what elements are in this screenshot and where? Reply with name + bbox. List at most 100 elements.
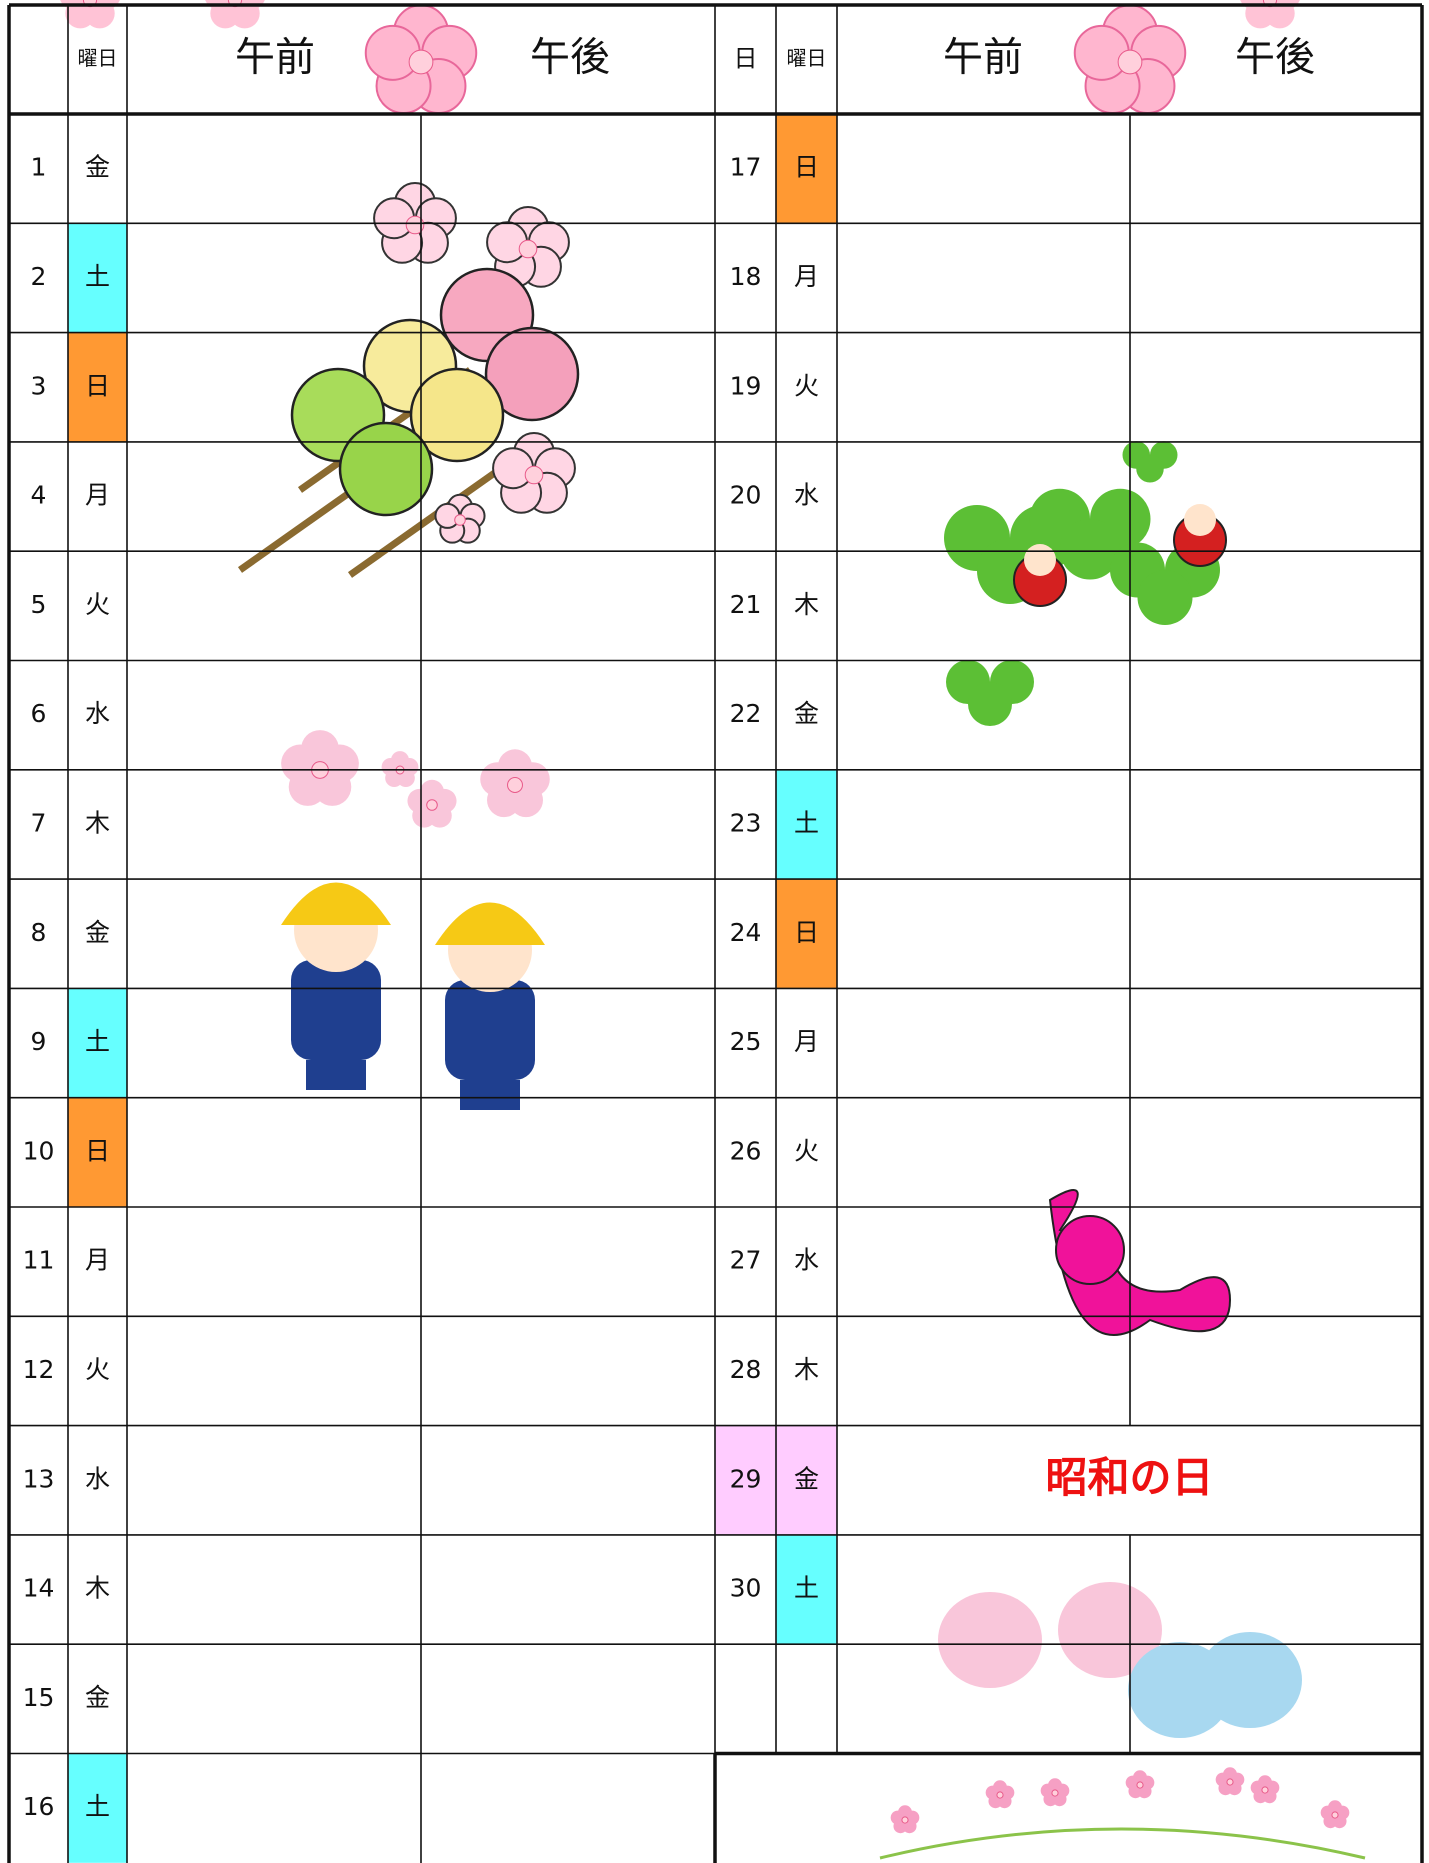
- legs: [460, 1080, 520, 1110]
- weekday-shade: [68, 988, 127, 1098]
- dango: [409, 367, 505, 463]
- day-number: 13: [23, 1464, 55, 1493]
- petal: [1320, 1805, 1335, 1820]
- flower-center: [1226, 1778, 1234, 1786]
- hat: [281, 882, 391, 925]
- petal: [1040, 1783, 1055, 1798]
- petal: [373, 197, 416, 240]
- weekday-shade: [68, 1097, 127, 1207]
- weekday-shade: [776, 769, 837, 880]
- weekday: 木: [85, 808, 110, 837]
- hill: [879, 1827, 1366, 1860]
- petal: [1125, 1775, 1140, 1790]
- weekday: 水: [794, 481, 819, 510]
- day-number: 20: [730, 481, 762, 510]
- weekday: 土: [85, 262, 110, 291]
- weekday: 土: [85, 1027, 110, 1056]
- petal: [492, 447, 535, 490]
- header-pm: 午後: [1235, 35, 1315, 81]
- weekday: 火: [85, 1355, 110, 1384]
- day-number: 12: [23, 1355, 55, 1384]
- ladybug-face: [1184, 504, 1216, 536]
- day-number: 4: [31, 481, 47, 510]
- dango: [338, 421, 434, 517]
- butterfly-wing: [938, 1592, 1042, 1688]
- petal: [890, 1810, 905, 1825]
- day-number: 29: [730, 1464, 762, 1493]
- day-number: 10: [23, 1136, 55, 1165]
- weekday: 日: [85, 1136, 110, 1165]
- header-am: 午前: [943, 35, 1023, 81]
- day-number: 3: [31, 371, 47, 400]
- weekday: 木: [794, 590, 819, 619]
- deer-body: [1048, 1189, 1232, 1336]
- butterfly-wing: [1198, 1632, 1302, 1728]
- day-number: 5: [31, 590, 47, 619]
- day-number: 23: [730, 808, 762, 837]
- grid-lines: [7, 3, 1424, 1863]
- clover-leaf: [1137, 570, 1193, 625]
- day-number: 6: [31, 699, 47, 728]
- weekday: 水: [794, 1246, 819, 1275]
- holiday-name: 昭和の日: [1045, 1453, 1213, 1502]
- day-number: 21: [730, 590, 762, 619]
- flower-center: [454, 514, 466, 526]
- clover-leaf: [1059, 519, 1121, 580]
- petal: [407, 788, 432, 813]
- day-number: 2: [31, 262, 47, 291]
- petal: [1215, 1772, 1230, 1787]
- flower-center: [1051, 1789, 1059, 1797]
- day-number: 25: [730, 1027, 762, 1056]
- petal: [486, 221, 529, 264]
- weekday: 日: [794, 153, 819, 182]
- hat: [435, 902, 545, 945]
- header-weekday: 曜日: [78, 46, 118, 70]
- day-number: 15: [23, 1683, 55, 1712]
- weekday: 金: [85, 1683, 110, 1712]
- header-am: 午前: [235, 35, 315, 81]
- flower-center: [426, 799, 438, 811]
- flower-center: [1136, 1781, 1144, 1789]
- weekday-shade: [776, 114, 837, 224]
- petal: [381, 757, 400, 776]
- weekday: 土: [794, 1574, 819, 1603]
- flower-center: [901, 1816, 909, 1824]
- weekday: 火: [85, 590, 110, 619]
- deer-head: [1055, 1215, 1125, 1285]
- petal: [281, 744, 320, 783]
- weekday: 土: [794, 808, 819, 837]
- day-number: 9: [31, 1027, 47, 1056]
- petal: [1073, 24, 1130, 81]
- day-number: 16: [23, 1792, 55, 1821]
- weekday: 金: [794, 1464, 819, 1493]
- clover-leaf: [1136, 455, 1164, 483]
- weekday-shade: [68, 332, 127, 442]
- weekday: 火: [794, 1136, 819, 1165]
- weekday: 土: [85, 1792, 110, 1821]
- day-number: 22: [730, 699, 762, 728]
- weekday: 水: [85, 699, 110, 728]
- texts: 1 金 2 土 3 日 4 月 5 火 6 水 7 木 8 金 9 土 10 日 11 月 12 火 13 水 14 木 15 金 16 土 1…: [23, 35, 1315, 1822]
- day-number: 8: [31, 918, 47, 947]
- flower-center: [1331, 1811, 1339, 1819]
- shading-layer: [68, 114, 837, 1863]
- weekday: 月: [85, 481, 110, 510]
- petal: [1250, 1780, 1265, 1795]
- weekday: 日: [794, 918, 819, 947]
- decorations: [60, 0, 1366, 1860]
- weekday: 金: [85, 153, 110, 182]
- weekday: 火: [794, 371, 819, 400]
- day-number: 7: [31, 808, 47, 837]
- flower-center: [408, 49, 434, 75]
- day-number: 27: [730, 1246, 762, 1275]
- weekday: 木: [85, 1574, 110, 1603]
- weekday: 月: [794, 1027, 819, 1056]
- clover-leaf: [968, 682, 1012, 726]
- butterfly-wing: [1058, 1582, 1162, 1678]
- petal: [364, 24, 421, 81]
- weekday-shade: [776, 1534, 837, 1645]
- day-number: 11: [23, 1246, 55, 1275]
- weekday: 月: [85, 1246, 110, 1275]
- uniform: [291, 960, 381, 1060]
